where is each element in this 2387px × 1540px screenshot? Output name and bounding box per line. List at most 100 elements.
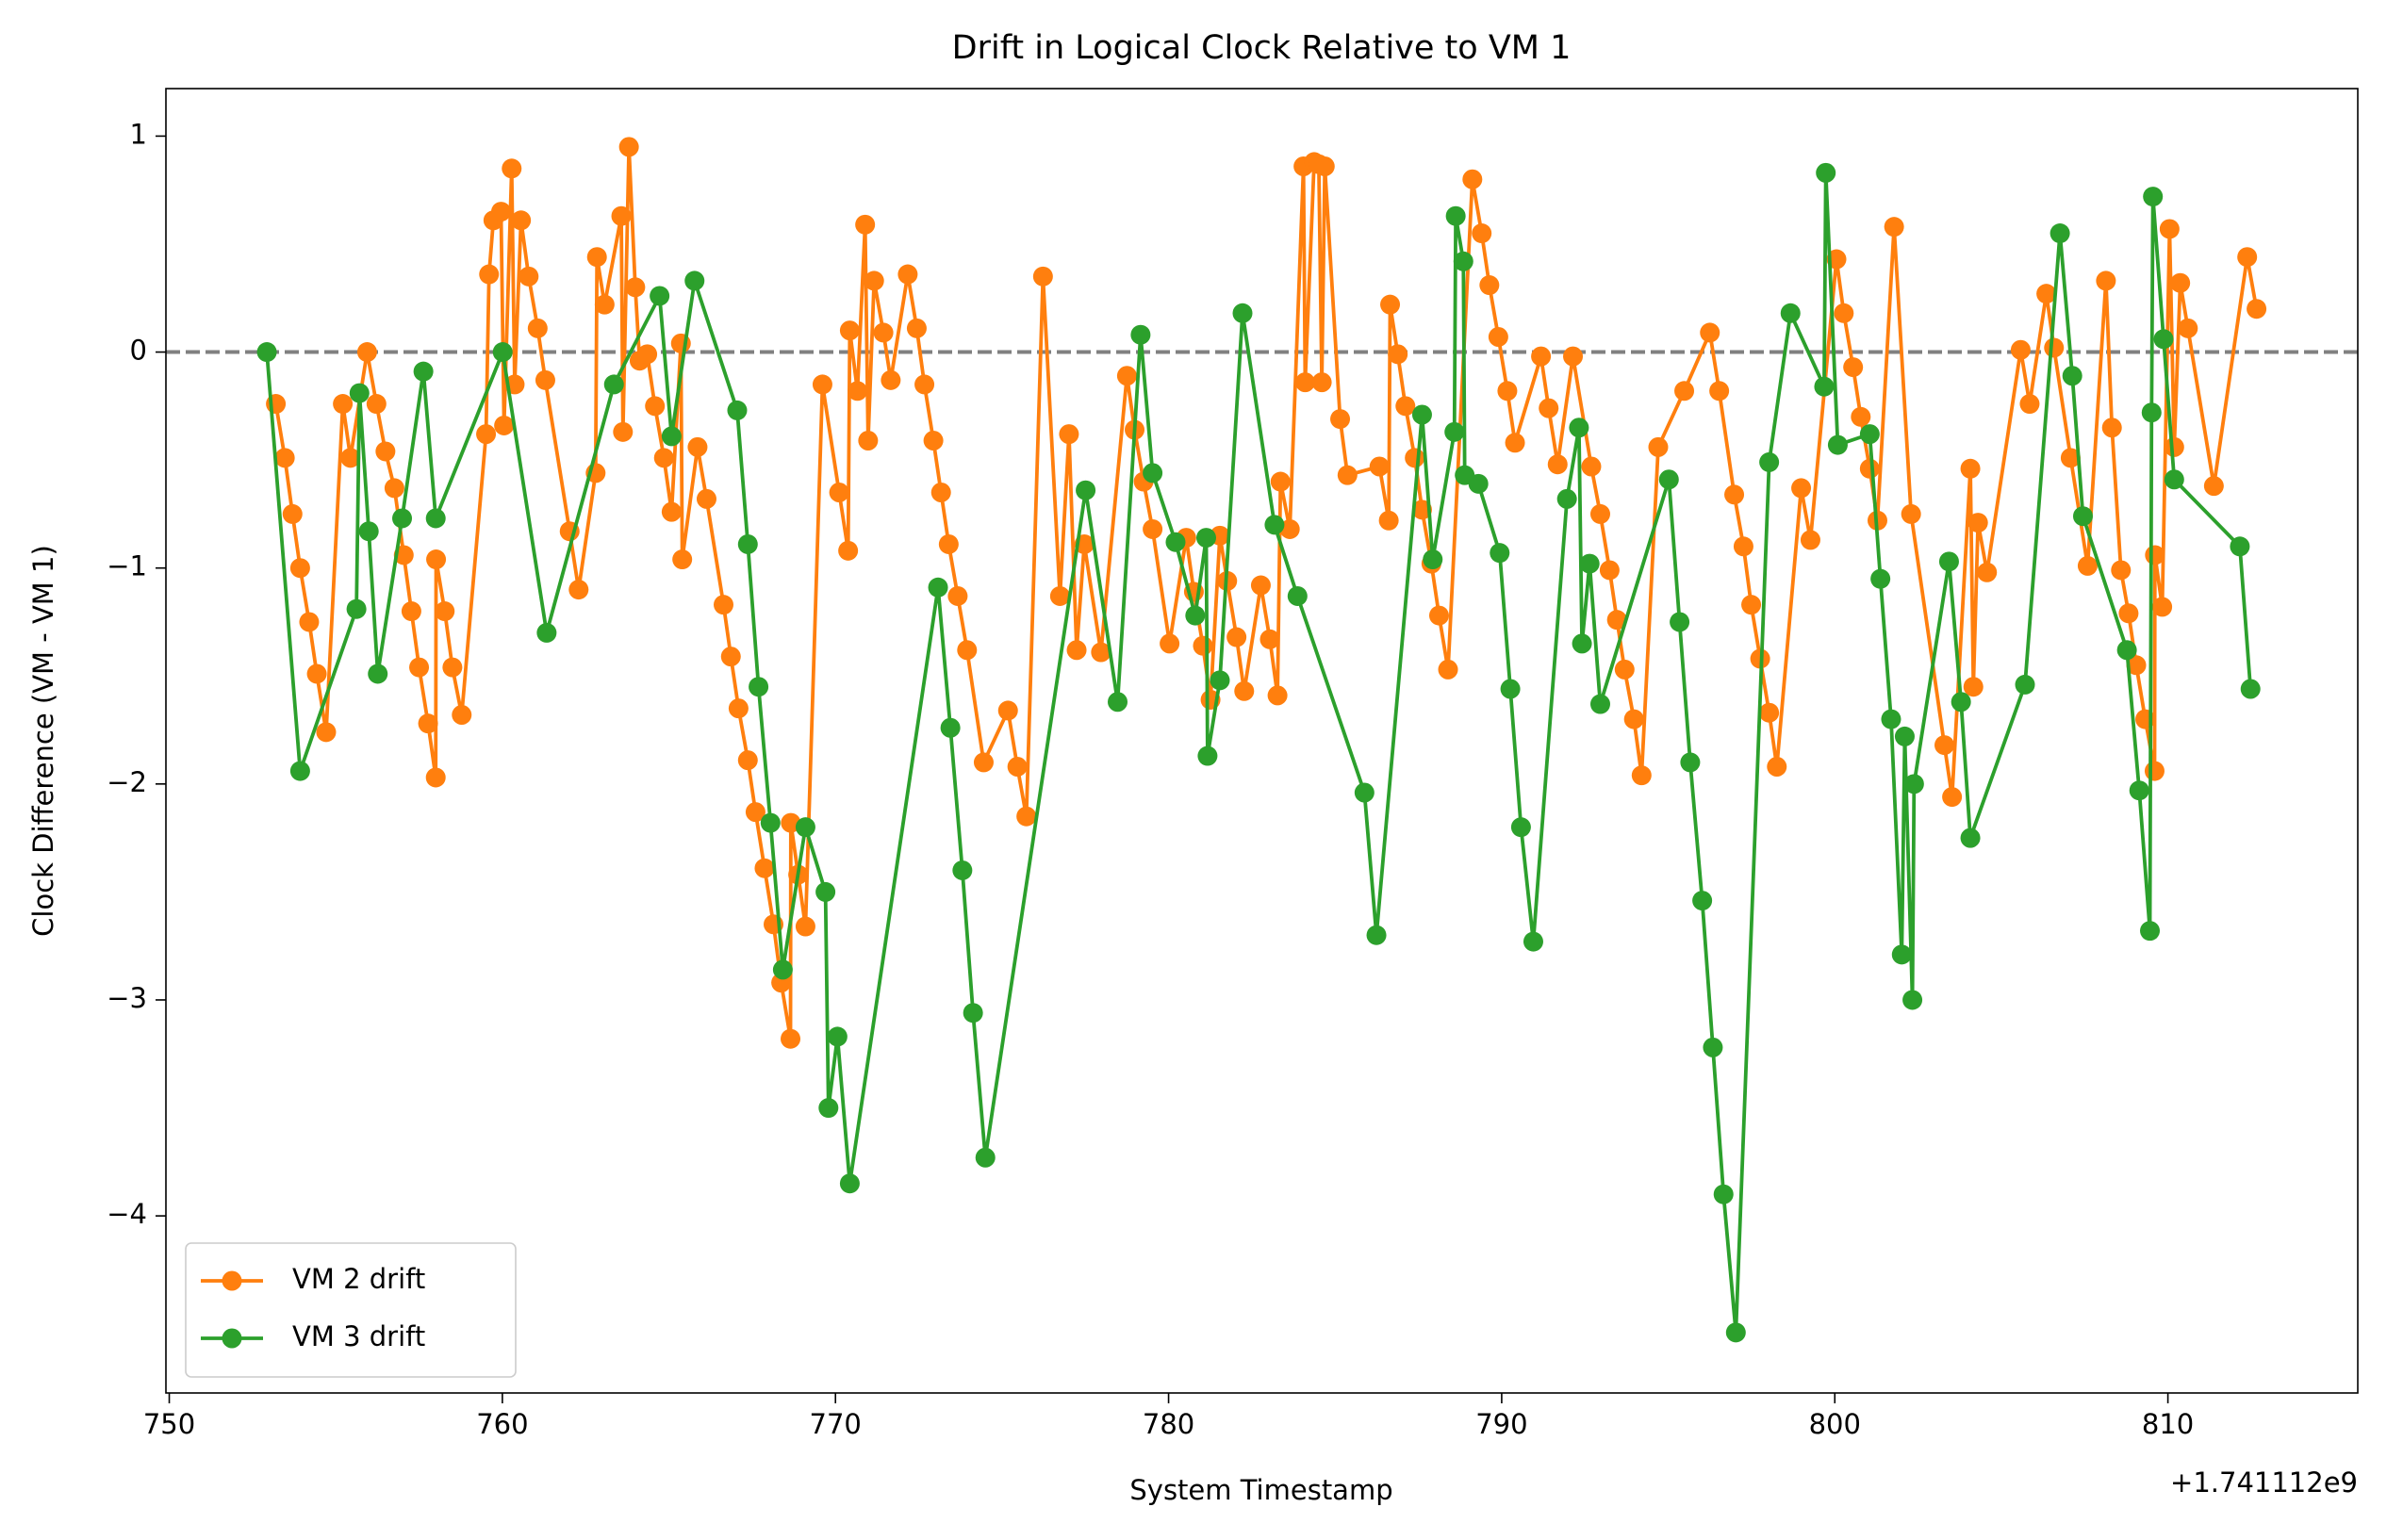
marker (687, 436, 708, 457)
marker (938, 533, 959, 554)
marker (375, 441, 396, 462)
marker (1294, 372, 1315, 393)
marker (568, 580, 589, 600)
marker (2164, 469, 2184, 490)
marker (1827, 434, 1848, 455)
marker (645, 396, 666, 417)
y-tick-label: 1 (130, 118, 147, 150)
marker (1843, 357, 1864, 378)
legend-box (185, 1242, 517, 1378)
x-tick-label: 810 (2142, 1408, 2194, 1440)
marker (306, 664, 327, 684)
marker (672, 549, 693, 570)
marker (1185, 605, 1206, 626)
marker (838, 540, 859, 561)
marker (1210, 670, 1230, 691)
marker (1500, 679, 1521, 699)
marker (535, 369, 555, 390)
marker (1270, 471, 1291, 492)
marker (1658, 469, 1679, 490)
marker (1369, 456, 1390, 477)
marker (827, 1026, 848, 1047)
marker (1547, 454, 1568, 475)
marker (1007, 756, 1028, 777)
marker (1703, 1037, 1723, 1057)
marker (1674, 381, 1695, 401)
marker (479, 264, 500, 285)
marker (781, 1028, 801, 1049)
marker (727, 400, 748, 420)
marker (1165, 532, 1186, 552)
marker (586, 247, 607, 268)
marker (975, 1147, 996, 1168)
marker (815, 881, 836, 902)
marker (812, 374, 832, 395)
marker (1366, 925, 1387, 945)
marker (1232, 303, 1253, 323)
marker (1709, 381, 1730, 401)
marker (855, 214, 876, 235)
marker (1859, 424, 1880, 445)
marker (637, 344, 658, 365)
marker (536, 622, 557, 643)
marker (661, 426, 682, 447)
marker (282, 503, 303, 524)
marker (713, 595, 733, 615)
marker (519, 266, 539, 287)
marker (1934, 735, 1955, 756)
marker (696, 488, 716, 509)
marker (2010, 339, 2031, 360)
marker (1700, 322, 1720, 343)
marker (1462, 169, 1483, 189)
marker (1623, 709, 1644, 729)
marker (1951, 692, 1971, 713)
marker (1648, 436, 1669, 457)
marker (2152, 597, 2173, 617)
marker (1963, 677, 1984, 697)
marker (1091, 642, 1111, 663)
marker (2144, 761, 2165, 781)
marker (1259, 629, 1280, 649)
y-tick-label: −2 (107, 766, 147, 798)
marker (366, 394, 387, 415)
marker (1523, 931, 1543, 952)
x-tick-label: 760 (476, 1408, 528, 1440)
x-axis-label: System Timestamp (1129, 1474, 1392, 1506)
marker (1967, 513, 1988, 533)
marker (2111, 560, 2132, 581)
marker (1851, 406, 1871, 427)
marker (684, 270, 705, 291)
marker (1197, 745, 1218, 766)
marker (1870, 568, 1891, 589)
marker (957, 640, 978, 661)
marker (2126, 655, 2147, 676)
marker (1977, 562, 1998, 582)
marker (1226, 627, 1247, 647)
marker (997, 700, 1018, 721)
marker (1279, 518, 1300, 539)
marker (1049, 585, 1070, 606)
marker (661, 501, 682, 522)
plot-frame (165, 88, 2359, 1394)
marker (952, 860, 973, 880)
marker (737, 750, 758, 771)
marker (1395, 396, 1416, 417)
legend-label: VM 3 drift (292, 1320, 425, 1352)
marker (1497, 381, 1518, 401)
marker (2015, 674, 2035, 695)
marker (2247, 299, 2267, 319)
marker (426, 549, 447, 570)
marker (401, 601, 421, 622)
marker (940, 717, 961, 738)
marker (2203, 476, 2224, 497)
marker (839, 1173, 860, 1194)
marker (737, 533, 758, 554)
marker (1059, 424, 1079, 445)
marker (413, 361, 434, 382)
marker (1130, 324, 1151, 345)
marker (492, 342, 513, 363)
marker (2072, 506, 2093, 527)
marker (1287, 585, 1308, 606)
